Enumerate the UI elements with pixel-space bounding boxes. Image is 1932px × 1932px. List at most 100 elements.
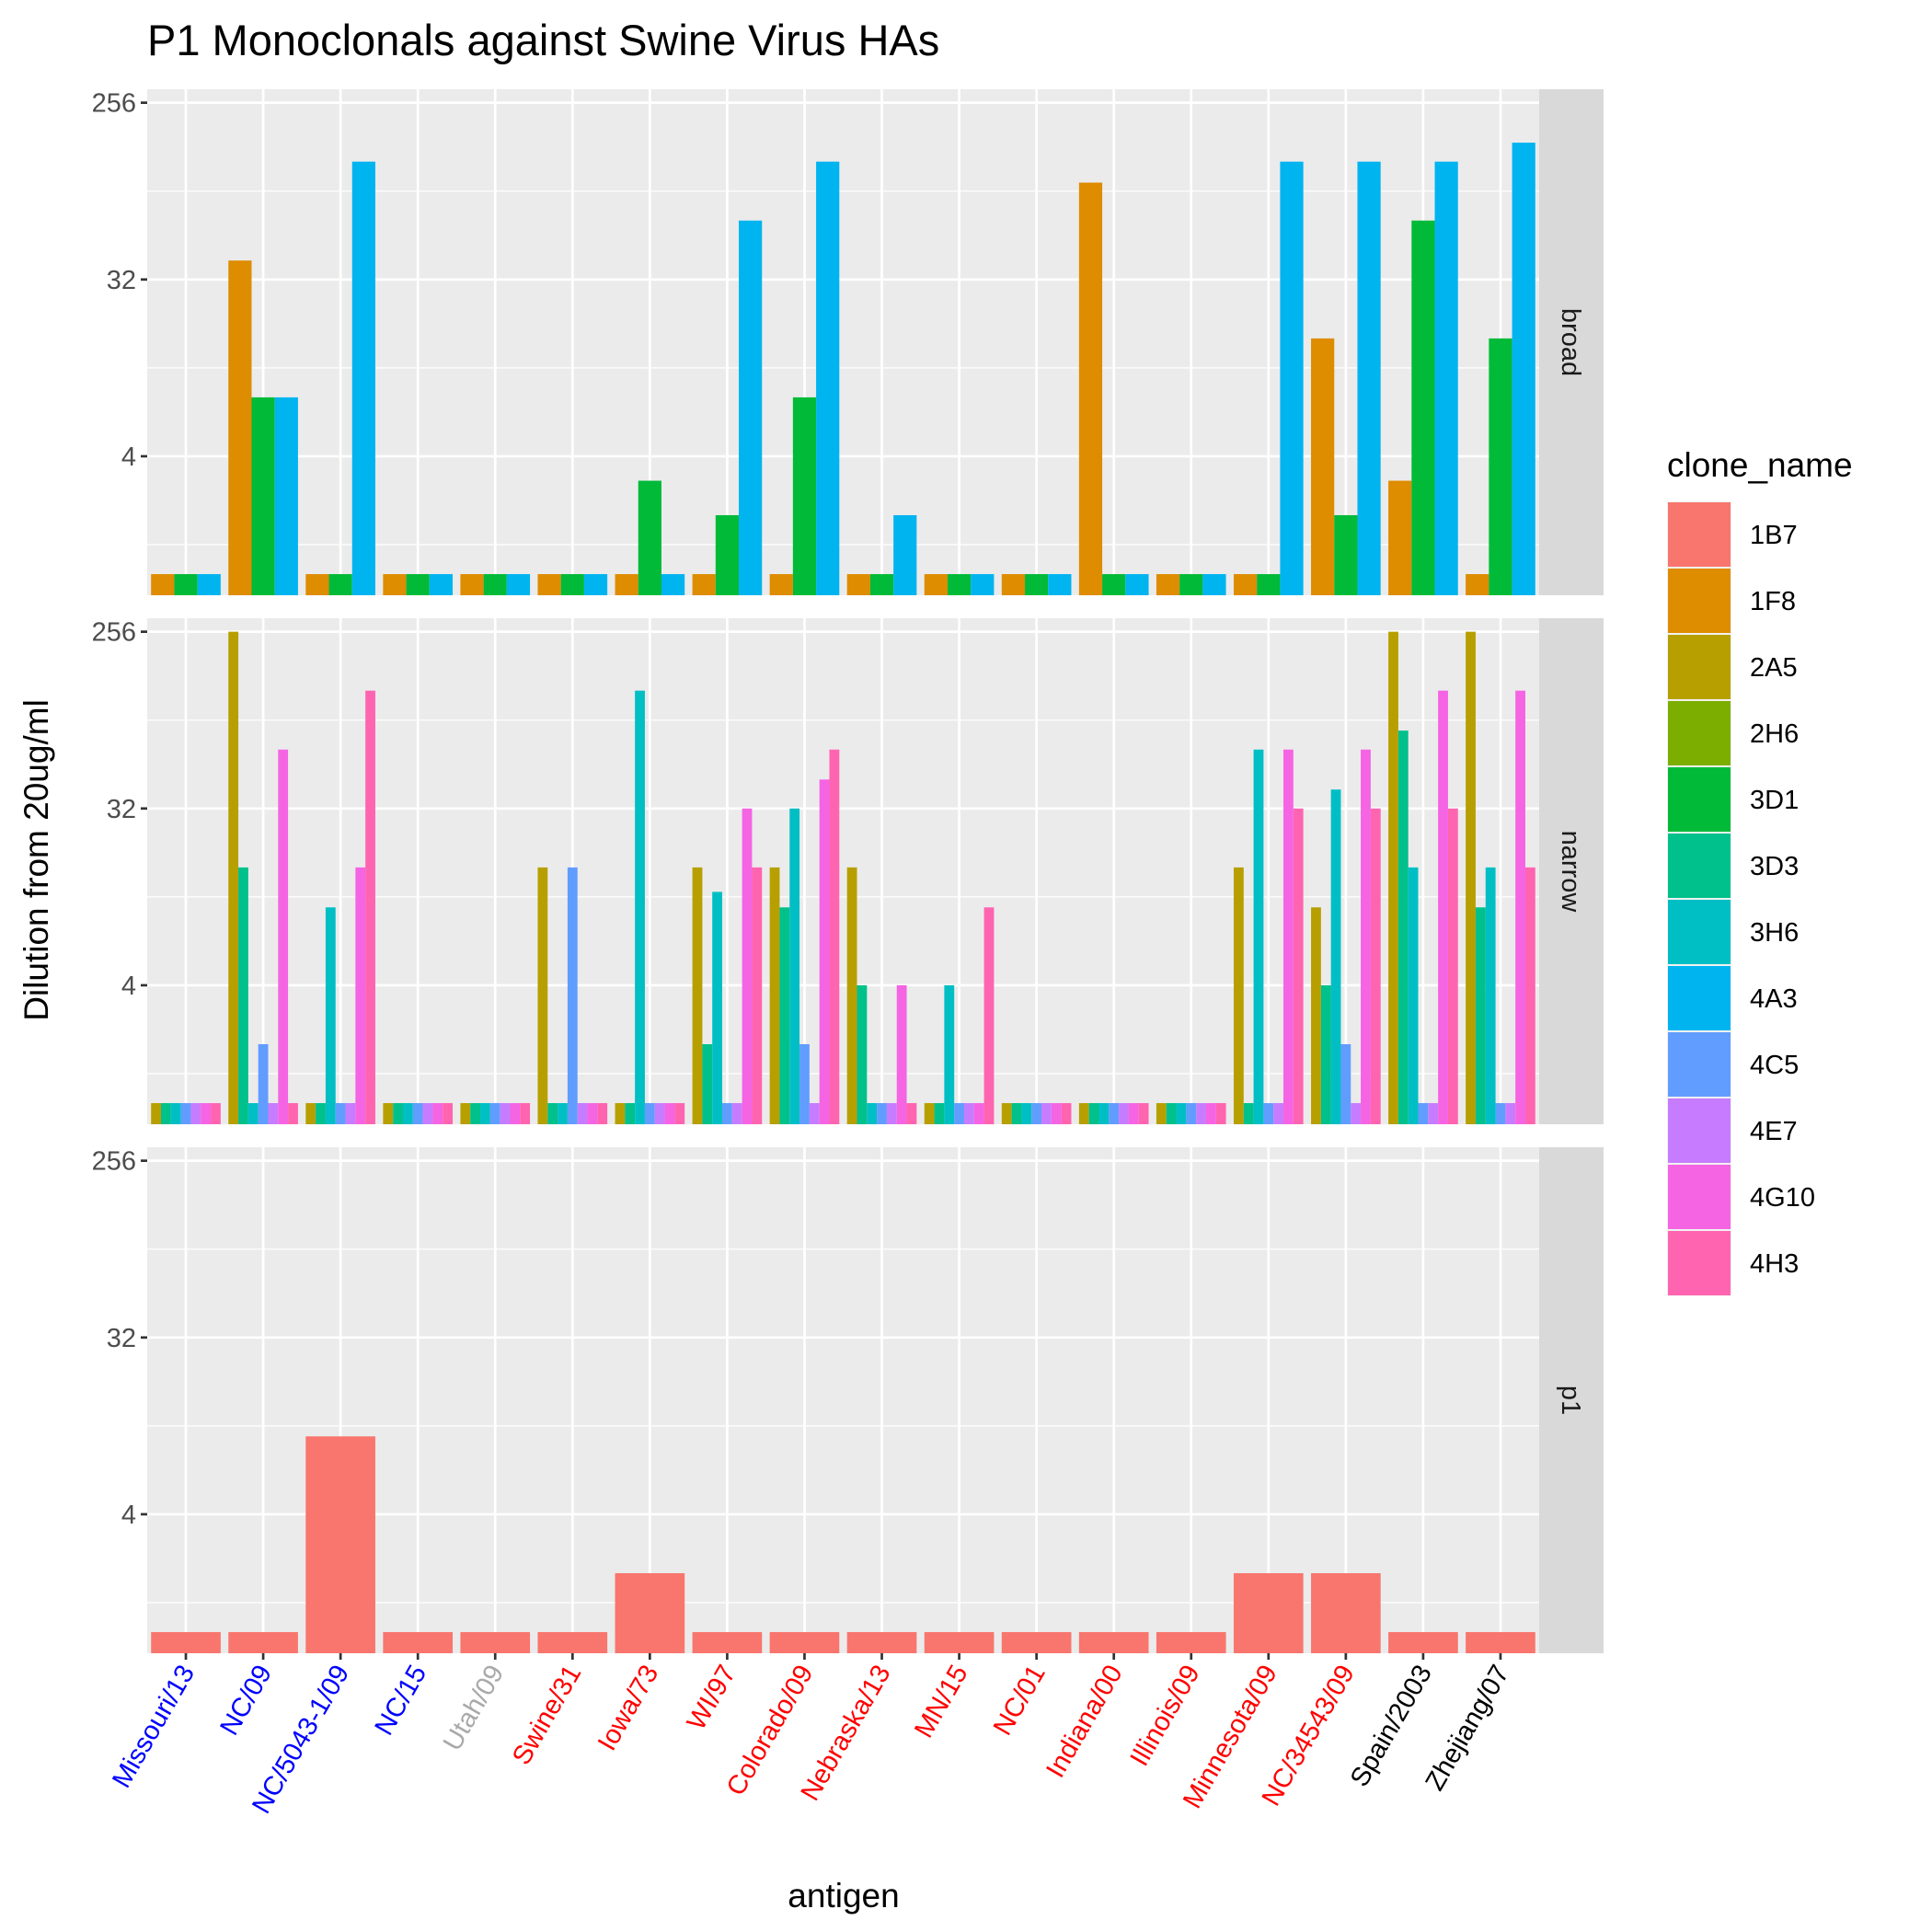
bar-p1-NC/09-1B7 (228, 1632, 298, 1653)
bar-narrow-NC/01-3H6 (1021, 1103, 1032, 1124)
bar-p1-Illinois/09-1B7 (1156, 1632, 1226, 1653)
bar-broad-Nebraska/13-3D1 (869, 574, 894, 595)
bar-broad-Zhejiang/07-1F8 (1466, 574, 1489, 595)
legend-label: 1B7 (1750, 521, 1798, 550)
y-tick-label: 32 (107, 1324, 136, 1353)
bar-narrow-Spain/2003-3H6 (1408, 867, 1419, 1124)
bar-narrow-NC/09-4C5 (258, 1043, 269, 1124)
facet-strip-label: p1 (1556, 1386, 1585, 1415)
bar-narrow-Utah/09-2A5 (460, 1103, 471, 1124)
bar-narrow-NC/34543/09-4C5 (1340, 1043, 1351, 1124)
bar-broad-Minnesota/09-3D1 (1257, 574, 1281, 595)
bar-narrow-MN/15-3D3 (934, 1103, 945, 1124)
bar-narrow-MN/15-4H3 (983, 907, 995, 1124)
bar-broad-MN/15-1F8 (924, 574, 948, 595)
bar-narrow-Utah/09-4C5 (489, 1103, 500, 1124)
bar-narrow-Minnesota/09-4H3 (1293, 808, 1304, 1124)
bar-broad-Zhejiang/07-3D1 (1489, 338, 1512, 595)
bar-narrow-Nebraska/13-4G10 (896, 984, 907, 1124)
panel-background (147, 89, 1539, 595)
bar-narrow-NC/15-2A5 (383, 1103, 394, 1124)
facet-strip-label: narrow (1556, 831, 1585, 914)
bar-broad-NC/01-1F8 (1001, 574, 1026, 595)
bar-narrow-NC/5043-1/09-4E7 (345, 1103, 356, 1124)
bar-narrow-NC/01-4C5 (1031, 1103, 1042, 1124)
bar-narrow-NC/15-4H3 (443, 1103, 454, 1124)
bar-narrow-Illinois/09-4E7 (1196, 1103, 1206, 1124)
bar-narrow-Iowa/73-4C5 (644, 1103, 655, 1124)
y-tick-label: 32 (107, 795, 136, 824)
bar-broad-MN/15-3D1 (947, 574, 972, 595)
bar-broad-Colorado/09-3D1 (792, 397, 817, 595)
bar-narrow-Indiana/00-4H3 (1138, 1103, 1149, 1124)
bar-narrow-Utah/09-4H3 (520, 1103, 531, 1124)
bar-narrow-Nebraska/13-3D3 (857, 984, 868, 1124)
bar-broad-NC/34543/09-3D1 (1334, 514, 1358, 595)
y-tick-label: 4 (121, 443, 136, 472)
legend-key-swatch (1668, 900, 1731, 964)
bar-broad-Iowa/73-1F8 (615, 574, 638, 595)
bar-broad-Missouri/13-4A3 (197, 574, 221, 595)
bar-narrow-Zhejiang/07-3D3 (1475, 907, 1486, 1124)
bar-p1-Iowa/73-1B7 (615, 1572, 685, 1653)
bar-narrow-WI/97-4H3 (752, 867, 763, 1124)
bar-narrow-Missouri/13-2A5 (151, 1103, 162, 1124)
bar-broad-Utah/09-4A3 (506, 574, 531, 595)
legend-label: 2A5 (1750, 653, 1798, 683)
bar-narrow-Indiana/00-4E7 (1119, 1103, 1129, 1124)
bar-p1-NC/15-1B7 (383, 1632, 454, 1653)
bar-broad-Nebraska/13-4A3 (893, 514, 917, 595)
bar-narrow-Nebraska/13-4C5 (877, 1103, 887, 1124)
bar-narrow-Swine/31-2A5 (537, 867, 548, 1124)
bar-narrow-Iowa/73-4G10 (664, 1103, 675, 1124)
bar-narrow-NC/09-4E7 (268, 1103, 279, 1124)
bar-broad-NC/15-1F8 (383, 574, 407, 595)
bar-narrow-WI/97-4E7 (731, 1103, 742, 1124)
bar-narrow-Illinois/09-2A5 (1156, 1103, 1167, 1124)
bar-broad-Illinois/09-3D1 (1179, 574, 1203, 595)
bar-narrow-Minnesota/09-3H6 (1253, 749, 1264, 1124)
bar-narrow-WI/97-3D3 (702, 1043, 713, 1124)
bar-narrow-Indiana/00-4C5 (1109, 1103, 1120, 1124)
bar-narrow-NC/15-4G10 (432, 1103, 443, 1124)
bar-broad-Swine/31-4A3 (583, 574, 608, 595)
bar-narrow-Swine/31-3H6 (558, 1103, 568, 1124)
bar-narrow-WI/97-2A5 (692, 867, 703, 1124)
bar-broad-NC/01-3D1 (1025, 574, 1049, 595)
bar-narrow-Colorado/09-4H3 (829, 749, 840, 1124)
bar-narrow-Swine/31-4E7 (577, 1103, 588, 1124)
bar-broad-Indiana/00-4A3 (1125, 574, 1149, 595)
legend-keys: 1B7 1F8 2A5 2H6 3D1 3D3 3H6 4A3 4C5 4E7 4G10 4H3 (1667, 501, 1815, 1296)
bar-broad-Colorado/09-1F8 (769, 574, 793, 595)
bar-narrow-Missouri/13-4H3 (211, 1103, 221, 1124)
bar-narrow-NC/34543/09-3H6 (1330, 789, 1341, 1124)
bar-p1-NC/5043-1/09-1B7 (305, 1436, 375, 1653)
bar-narrow-NC/09-4H3 (288, 1103, 298, 1124)
bar-broad-Zhejiang/07-4A3 (1512, 143, 1535, 595)
bar-broad-NC/01-4A3 (1048, 574, 1072, 595)
bar-broad-NC/09-3D1 (251, 397, 275, 595)
legend-label: 3D3 (1750, 852, 1799, 881)
y-tick-label: 4 (121, 1501, 136, 1530)
bar-broad-Illinois/09-1F8 (1156, 574, 1180, 595)
bar-narrow-Colorado/09-3H6 (789, 808, 800, 1124)
bar-narrow-Zhejiang/07-3H6 (1485, 867, 1496, 1124)
legend-label: 3H6 (1750, 918, 1799, 948)
bar-narrow-Swine/31-3D3 (547, 1103, 558, 1124)
bar-broad-Indiana/00-1F8 (1078, 182, 1103, 596)
bar-narrow-NC/01-4H3 (1061, 1103, 1072, 1124)
bar-narrow-NC/5043-1/09-3H6 (325, 907, 336, 1124)
bar-broad-Iowa/73-4A3 (661, 574, 685, 595)
bar-p1-MN/15-1B7 (924, 1632, 995, 1653)
bar-broad-Utah/09-3D1 (483, 574, 507, 595)
bar-narrow-Utah/09-3H6 (480, 1103, 490, 1124)
bar-narrow-Iowa/73-2A5 (615, 1103, 626, 1124)
legend-key-swatch (1668, 635, 1731, 699)
legend-label: 4C5 (1750, 1051, 1799, 1080)
bar-broad-NC/15-4A3 (429, 574, 454, 595)
y-tick-label: 256 (92, 1147, 136, 1177)
bar-narrow-Colorado/09-4G10 (819, 779, 830, 1124)
bar-narrow-Missouri/13-4G10 (201, 1103, 212, 1124)
bar-narrow-Missouri/13-4C5 (180, 1103, 191, 1124)
